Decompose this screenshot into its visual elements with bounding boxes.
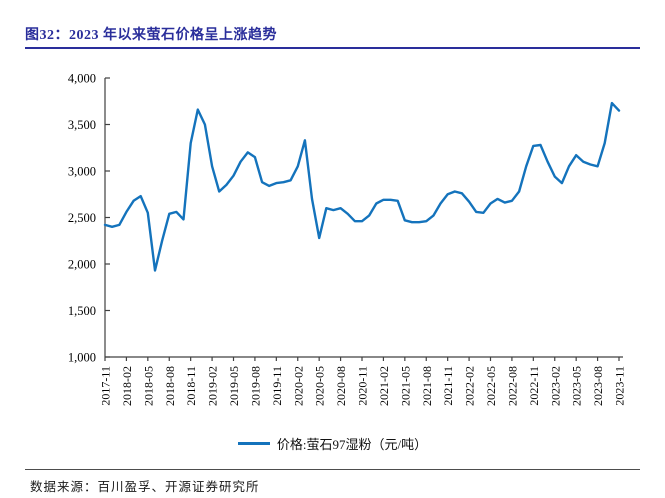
svg-text:2,000: 2,000 <box>68 257 96 271</box>
svg-text:2019-05: 2019-05 <box>227 366 241 406</box>
svg-text:2018-05: 2018-05 <box>141 366 155 406</box>
svg-text:2019-11: 2019-11 <box>270 366 284 406</box>
svg-text:2020-02: 2020-02 <box>291 366 305 406</box>
legend-line-marker <box>237 442 270 445</box>
svg-text:2020-05: 2020-05 <box>313 366 327 406</box>
svg-text:2018-08: 2018-08 <box>163 366 177 406</box>
svg-text:3,500: 3,500 <box>68 118 96 132</box>
line-chart-canvas: 1,000 1,500 2,000 2,500 3,000 3,500 4,000 2017-… <box>68 71 627 406</box>
svg-text:4,000: 4,000 <box>68 71 96 85</box>
svg-text:2023-08: 2023-08 <box>591 366 605 406</box>
svg-text:2022-05: 2022-05 <box>484 366 498 406</box>
svg-text:2023-11: 2023-11 <box>613 366 627 406</box>
svg-text:2019-02: 2019-02 <box>206 366 220 406</box>
svg-text:2023-05: 2023-05 <box>570 366 584 406</box>
svg-text:2021-02: 2021-02 <box>377 366 391 406</box>
svg-text:2018-02: 2018-02 <box>120 366 134 406</box>
svg-text:2021-11: 2021-11 <box>441 366 455 406</box>
fluorite-price-chart: 1,000 1,500 2,000 2,500 3,000 3,500 4,000 2017-… <box>0 60 665 430</box>
svg-text:1,500: 1,500 <box>68 304 96 318</box>
legend-label: 价格:萤石97湿粉（元/吨） <box>276 437 428 452</box>
chart-legend: 价格:萤石97湿粉（元/吨） <box>0 434 665 453</box>
data-source-note: 数据来源：百川盈孚、开源证券研究所 <box>30 480 260 494</box>
svg-text:2017-11: 2017-11 <box>99 366 113 406</box>
svg-text:2018-11: 2018-11 <box>184 366 198 406</box>
footer-divider <box>25 469 640 470</box>
title-divider <box>25 47 640 49</box>
svg-text:2020-11: 2020-11 <box>356 366 370 406</box>
svg-text:2022-11: 2022-11 <box>527 366 541 406</box>
svg-text:2023-02: 2023-02 <box>548 366 562 406</box>
svg-text:1,000: 1,000 <box>68 350 96 364</box>
svg-text:2021-05: 2021-05 <box>398 366 412 406</box>
svg-text:2019-08: 2019-08 <box>248 366 262 406</box>
svg-text:3,000: 3,000 <box>68 164 96 178</box>
svg-text:2,500: 2,500 <box>68 211 96 225</box>
svg-text:2022-02: 2022-02 <box>463 366 477 406</box>
svg-text:2021-08: 2021-08 <box>420 366 434 406</box>
svg-text:2020-08: 2020-08 <box>334 366 348 406</box>
figure-title: 图32：2023 年以来萤石价格呈上涨趋势 <box>25 28 277 43</box>
svg-text:2022-08: 2022-08 <box>505 366 519 406</box>
